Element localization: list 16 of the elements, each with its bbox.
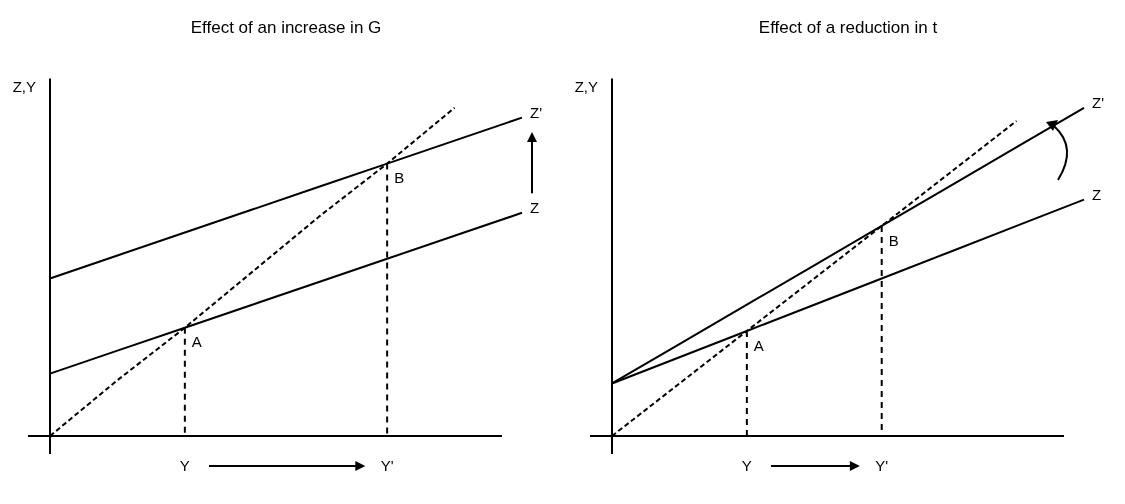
- series-label: Z: [1092, 186, 1102, 204]
- y-axis-title: Z,Y: [12, 78, 36, 96]
- x-tick-label: Y: [741, 457, 752, 475]
- y-axis-title: Z,Y: [574, 78, 598, 96]
- annotation: B: [394, 169, 405, 187]
- chart-title: Effect of an increase in G: [190, 17, 382, 37]
- x-tick-label: Y': [875, 457, 889, 475]
- series-label: Z': [1092, 94, 1105, 112]
- x-tick-label: Y': [380, 457, 394, 475]
- chart-title: Effect of a reduction in t: [758, 17, 938, 37]
- annotation: A: [191, 333, 202, 351]
- annotation: B: [888, 231, 899, 249]
- x-tick-label: Y: [179, 457, 190, 475]
- series-label: Z: [530, 199, 540, 217]
- series-label: Z': [530, 104, 543, 122]
- annotation: A: [753, 336, 764, 354]
